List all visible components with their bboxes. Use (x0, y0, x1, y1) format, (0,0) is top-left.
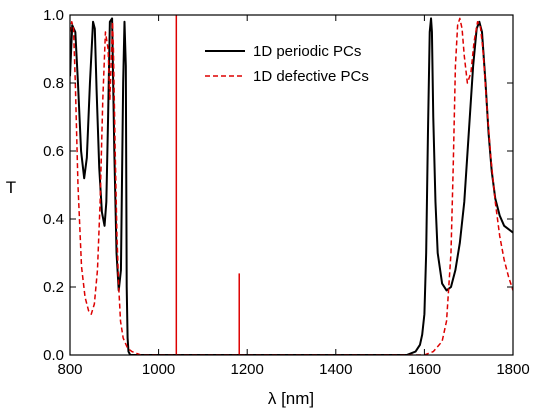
y-tick-label-1: 0.2 (43, 279, 64, 296)
x-tick-label-0: 800 (57, 361, 82, 378)
y-axis-title: T (6, 178, 16, 197)
series-layer (70, 17, 513, 355)
x-tick-label-4: 1600 (408, 361, 441, 378)
series-line-1 (70, 17, 513, 355)
x-axis-ticks: 800 1000 1200 1400 1600 1800 (57, 15, 530, 378)
y-tick-label-4: 0.8 (43, 75, 64, 92)
plot-frame (69, 14, 514, 356)
x-tick-label-5: 1800 (496, 361, 529, 378)
y-tick-label-3: 0.6 (43, 143, 64, 160)
y-tick-label-0: 0.0 (43, 347, 64, 364)
series-line-0 (70, 17, 513, 355)
x-tick-label-3: 1400 (319, 361, 352, 378)
y-tick-label-5: 1.0 (43, 7, 64, 24)
x-tick-label-1: 1000 (142, 361, 175, 378)
legend: 1D periodic PCs 1D defective PCs (205, 43, 369, 85)
legend-label-periodic: 1D periodic PCs (253, 43, 361, 60)
y-axis-ticks: 0.0 0.2 0.4 0.6 0.8 1.0 (43, 7, 513, 364)
marker-layer (175, 15, 240, 355)
legend-label-defective: 1D defective PCs (253, 68, 369, 85)
x-tick-label-2: 1200 (231, 361, 264, 378)
x-axis-title: λ [nm] (268, 389, 314, 408)
y-tick-label-2: 0.4 (43, 211, 64, 228)
